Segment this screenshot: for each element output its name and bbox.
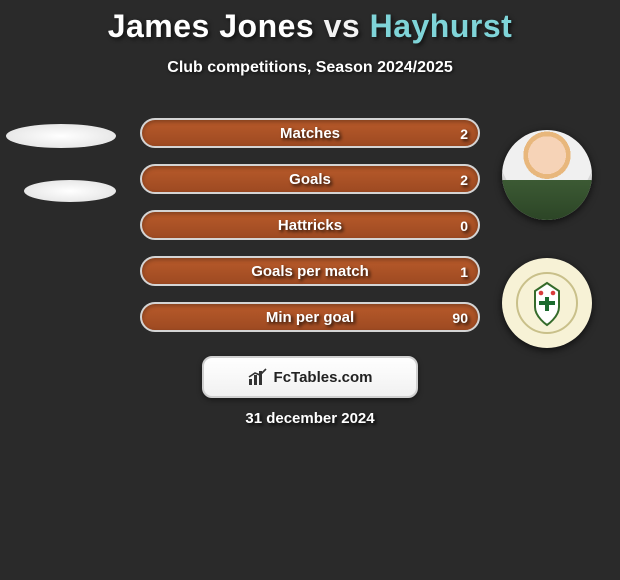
stat-bar: Min per goal90 <box>140 302 480 332</box>
page-title: James Jones vs Hayhurst <box>0 0 620 45</box>
stat-label: Hattricks <box>142 212 478 242</box>
stat-row: Matches2 <box>0 118 620 164</box>
stat-label: Matches <box>142 120 478 150</box>
stat-value-right: 2 <box>460 166 468 196</box>
stat-value-right: 2 <box>460 120 468 150</box>
chart-icon <box>248 368 268 386</box>
stat-row: Goals per match1 <box>0 256 620 302</box>
vs-label: vs <box>324 8 361 44</box>
stat-bar: Goals2 <box>140 164 480 194</box>
stats-area: Matches2Goals2Hattricks0Goals per match1… <box>0 118 620 348</box>
stat-value-right: 0 <box>460 212 468 242</box>
stat-bar: Hattricks0 <box>140 210 480 240</box>
date-label: 31 december 2024 <box>0 410 620 427</box>
stat-label: Min per goal <box>142 304 478 334</box>
stat-value-right: 1 <box>460 258 468 288</box>
stat-row: Goals2 <box>0 164 620 210</box>
stat-label: Goals per match <box>142 258 478 288</box>
stat-row: Min per goal90 <box>0 302 620 348</box>
stat-bar: Matches2 <box>140 118 480 148</box>
subtitle: Club competitions, Season 2024/2025 <box>0 59 620 77</box>
player2-name: Hayhurst <box>370 8 513 44</box>
stat-row: Hattricks0 <box>0 210 620 256</box>
player1-name: James Jones <box>108 8 315 44</box>
branding-text: FcTables.com <box>274 369 373 386</box>
stat-bar: Goals per match1 <box>140 256 480 286</box>
branding-badge[interactable]: FcTables.com <box>202 356 418 398</box>
stat-label: Goals <box>142 166 478 196</box>
comparison-card: James Jones vs Hayhurst Club competition… <box>0 0 620 580</box>
stat-value-right: 90 <box>452 304 468 334</box>
